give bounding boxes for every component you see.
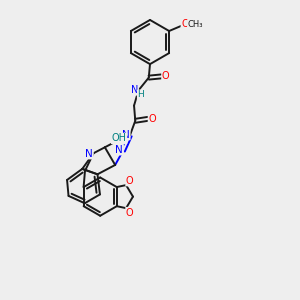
Text: O: O	[181, 20, 189, 29]
Text: O: O	[126, 208, 134, 218]
Text: OH: OH	[112, 134, 127, 143]
Text: O: O	[162, 71, 169, 81]
Text: N: N	[85, 149, 93, 159]
Text: N: N	[122, 130, 130, 140]
Text: H: H	[137, 90, 144, 99]
Text: N: N	[131, 85, 138, 95]
Text: N: N	[116, 145, 123, 155]
Text: O: O	[126, 176, 134, 186]
Text: O: O	[148, 114, 156, 124]
Text: CH₃: CH₃	[188, 20, 203, 29]
